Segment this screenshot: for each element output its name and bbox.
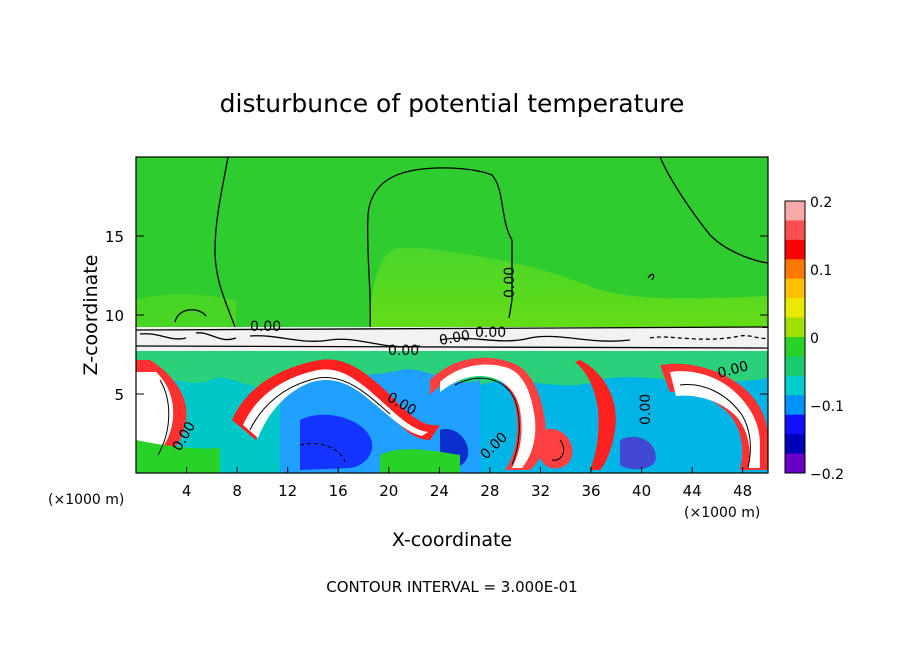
x-unit-right: (×1000 m): [684, 505, 760, 521]
turbulent-layer: [136, 357, 768, 473]
colorbar-swatch: [785, 414, 805, 435]
x-tick-label: 16: [329, 482, 348, 500]
contour-label: 0.00: [438, 328, 471, 349]
colorbar-frame: [784, 200, 806, 474]
colorbar-swatch: [785, 337, 805, 357]
warm-anomaly-patch-left: [136, 294, 236, 333]
contour-interval-note: CONTOUR INTERVAL = 3.000E-01: [326, 578, 577, 596]
chart-title: disturbunce of potential temperature: [220, 89, 685, 118]
colorbar-swatch: [785, 434, 805, 455]
colorbar-swatch: [785, 453, 805, 474]
colorbar-swatch: [785, 298, 805, 319]
lower-contours: [157, 376, 751, 469]
colorbar-swatch: [785, 317, 805, 338]
colorbar-swatch: [785, 201, 805, 221]
x-tick-label: 28: [480, 482, 499, 500]
colorbar-swatch: [785, 259, 805, 280]
colorbar-swatch: [785, 356, 805, 377]
warm-anomaly-patch: [370, 247, 768, 333]
colorbar-tick-label: −0.1: [810, 399, 844, 415]
colorbar-tick-label: 0.1: [810, 263, 832, 279]
colorbar-tick-label: 0: [810, 331, 819, 347]
upper-contours: [174, 157, 768, 328]
x-tick-label: 44: [683, 482, 702, 500]
x-ticks-marks: [136, 235, 768, 473]
x-tick-label: 36: [581, 482, 600, 500]
contour-label: 0.00: [475, 325, 506, 341]
y-tick-label: 5: [114, 386, 124, 404]
colorbar-swatch: [785, 278, 805, 299]
x-tick-label: 48: [733, 482, 752, 500]
contour-label: 0.00: [502, 267, 518, 298]
x-tick-label: 40: [632, 482, 651, 500]
contour-label: 0.00: [716, 358, 750, 382]
x-tick-label: 12: [278, 482, 297, 500]
colorbar-tick-label: −0.2: [810, 467, 844, 483]
colorbar-swatches: [785, 201, 805, 474]
colorbar: 0.2 0.1 0 −0.1 −0.2: [784, 195, 844, 483]
colorbar-swatch: [785, 239, 805, 260]
x-unit-left: (×1000 m): [48, 492, 124, 508]
colorbar-swatch: [785, 375, 805, 396]
x-axis-label: X-coordinate: [392, 529, 512, 551]
contour-label: 0.00: [250, 319, 281, 335]
colorbar-tick-label: 0.2: [810, 195, 832, 211]
x-tick-label: 32: [531, 482, 550, 500]
x-tick-label: 24: [430, 482, 449, 500]
x-tick-label: 8: [232, 482, 242, 500]
contour-label: 0.00: [388, 343, 419, 359]
inversion-contours: [136, 326, 768, 349]
contour-label: 0.00: [638, 394, 654, 425]
y-axis-label: Z-coordinate: [80, 255, 102, 376]
colorbar-swatch: [785, 220, 805, 241]
plot-area: [136, 157, 768, 473]
y-tick-label: 15: [105, 228, 124, 246]
y-tick-label: 10: [105, 307, 124, 325]
x-tick-label: 20: [379, 482, 398, 500]
x-tick-label: 4: [182, 482, 192, 500]
colorbar-swatch: [785, 395, 805, 416]
